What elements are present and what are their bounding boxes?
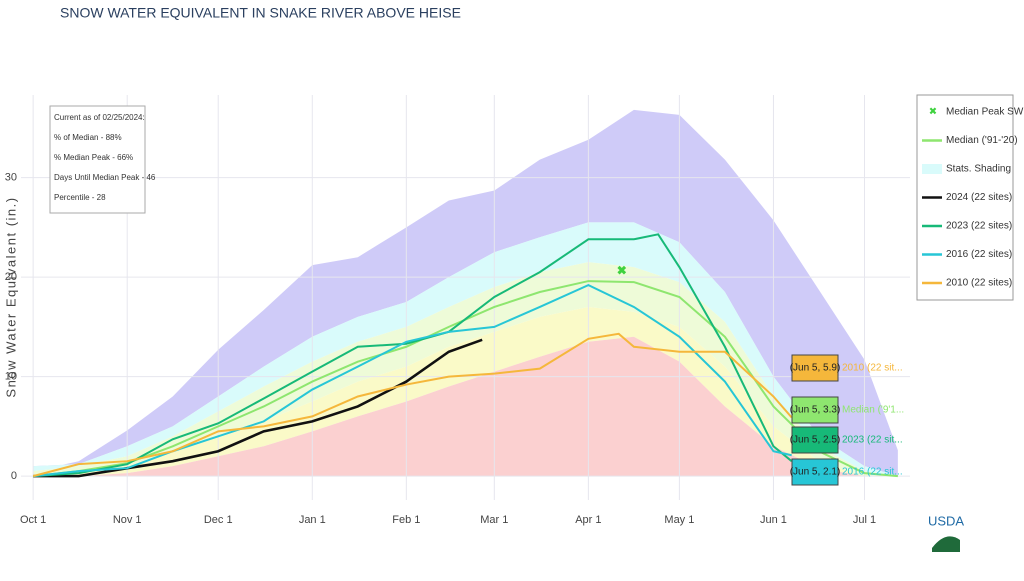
logo-mark — [932, 536, 960, 552]
y-axis-label: Snow Water Equivalent (in.) — [3, 196, 18, 397]
end-label-value: (Jun 5, 2.5) — [790, 435, 841, 446]
end-label-box — [791, 396, 839, 424]
end-label-box — [791, 354, 839, 382]
end-label-name: Median ('9'1... — [842, 405, 904, 416]
x-tick-label: Feb 1 — [392, 514, 420, 526]
end-label-value: (Jun 5, 3.3) — [790, 405, 841, 416]
x-tick-label: May 1 — [664, 514, 694, 526]
chart-title: SNOW WATER EQUIVALENT IN SNAKE RIVER ABO… — [60, 5, 461, 21]
x-tick-label: Jul 1 — [853, 514, 876, 526]
x-tick-label: Oct 1 — [20, 514, 46, 526]
end-label-box — [791, 458, 839, 486]
y-tick-label: 10 — [5, 371, 17, 383]
series-line — [32, 332, 793, 478]
x-tick-label: Dec 1 — [204, 514, 233, 526]
shading-band — [33, 262, 898, 477]
end-label-name: 2023 (22 sit... — [842, 435, 903, 446]
x-tick-label: Jan 1 — [299, 514, 326, 526]
legend-label: Median Peak SWE — [946, 107, 1024, 118]
end-label-name: 2010 (22 sit... — [842, 363, 903, 374]
end-label-value: (Jun 5, 5.9) — [790, 363, 841, 374]
end-label-value: (Jun 5, 2.1) — [790, 467, 841, 478]
info-line: % Median Peak - 66% — [54, 153, 133, 162]
x-tick-label: Nov 1 — [113, 514, 142, 526]
info-line: Current as of 02/25/2024: — [54, 113, 145, 122]
shading-band — [33, 222, 898, 477]
legend-label: 2023 (22 sites) — [946, 221, 1012, 232]
x-tick-label: Mar 1 — [480, 514, 508, 526]
series-line — [33, 280, 898, 478]
shading-band — [33, 336, 898, 477]
end-label-name: 2016 (22 sit... — [842, 467, 903, 478]
logo: USDA — [928, 513, 964, 528]
y-tick-label: 30 — [5, 171, 17, 183]
series-line — [33, 283, 792, 478]
info-line: % of Median - 88% — [54, 133, 122, 142]
y-tick-label: 20 — [5, 271, 17, 283]
info-line: Percentile - 28 — [54, 193, 106, 202]
legend-label: 2010 (22 sites) — [946, 278, 1012, 289]
end-label-box — [791, 426, 839, 454]
info-box — [49, 105, 146, 214]
info-line: Days Until Median Peak - 46 — [54, 173, 156, 182]
legend-swatch — [922, 164, 942, 174]
shading-band — [33, 306, 898, 477]
legend-label: 2016 (22 sites) — [946, 249, 1012, 260]
x-tick-label: Jun 1 — [760, 514, 787, 526]
series-line — [33, 338, 483, 478]
shading-band — [33, 109, 898, 477]
median-peak-marker: ✖ — [617, 263, 627, 277]
x-tick-label: Apr 1 — [575, 514, 601, 526]
legend-marker: ✖ — [929, 107, 937, 118]
legend-label: 2024 (22 sites) — [946, 192, 1012, 203]
legend-label: Stats. Shading — [946, 164, 1011, 175]
y-tick-label: 0 — [11, 470, 17, 482]
legend-label: Median ('91-'20) — [946, 135, 1018, 146]
